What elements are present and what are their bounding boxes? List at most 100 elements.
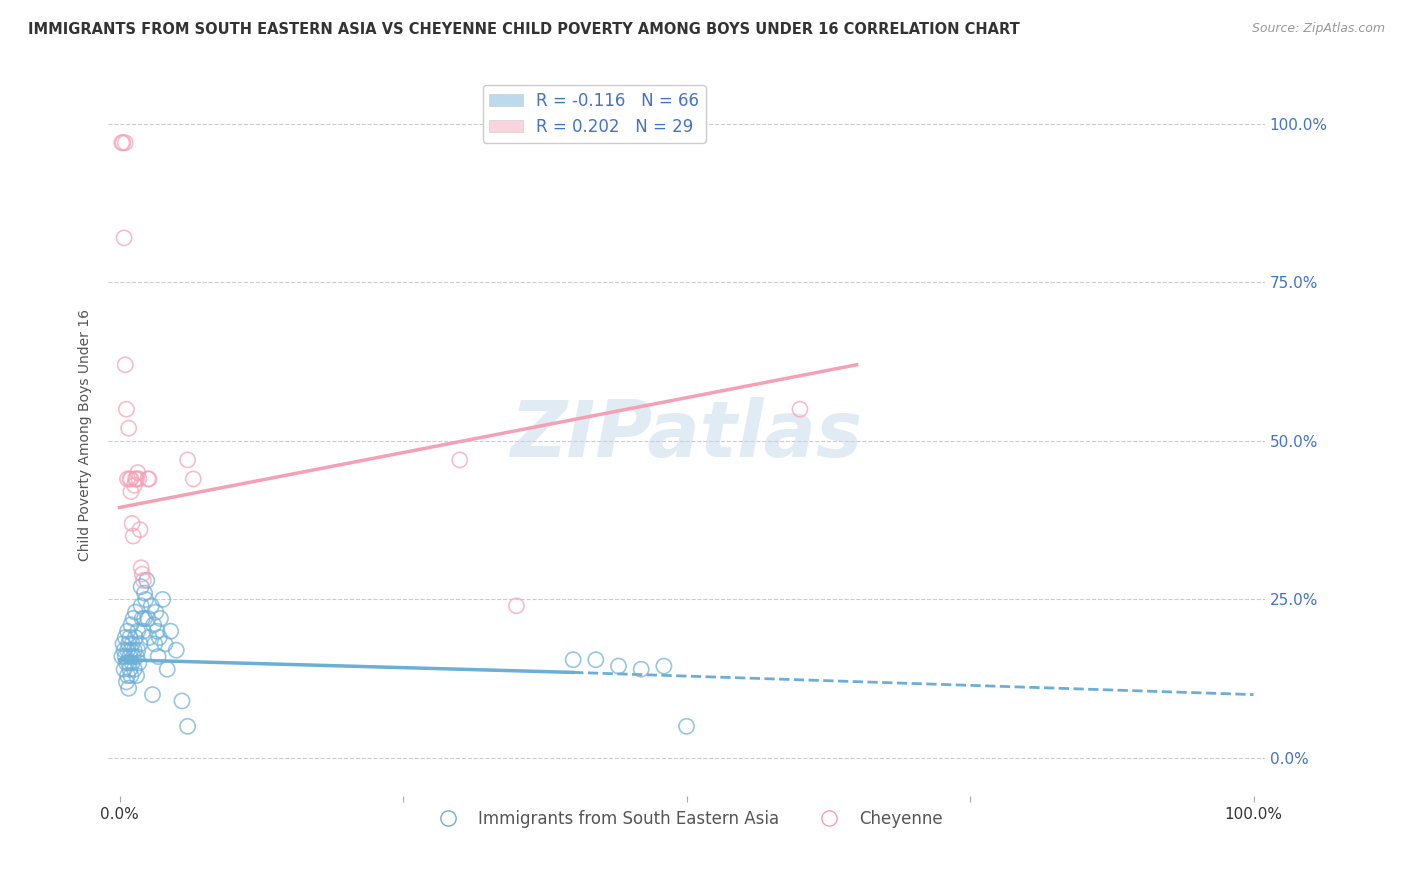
Point — [146, 624, 169, 639]
Y-axis label: Child Poverty Among Boys Under 16: Child Poverty Among Boys Under 16 — [79, 309, 93, 560]
Point — [128, 656, 150, 670]
Point — [114, 136, 136, 150]
Point — [118, 662, 141, 676]
Point — [145, 605, 167, 619]
Point — [114, 631, 136, 645]
Point — [136, 472, 159, 486]
Point — [111, 649, 134, 664]
Point — [124, 631, 146, 645]
Point — [127, 466, 149, 480]
Point — [117, 472, 139, 486]
Point — [129, 637, 152, 651]
Point — [181, 472, 204, 486]
Point — [121, 516, 143, 531]
Point — [132, 624, 155, 639]
Point — [505, 599, 527, 613]
Point — [607, 659, 630, 673]
Point — [128, 472, 150, 486]
Point — [122, 611, 145, 625]
Point — [134, 611, 156, 625]
Point — [141, 599, 163, 613]
Point — [120, 668, 142, 682]
Point — [112, 643, 135, 657]
Point — [138, 631, 160, 645]
Point — [143, 637, 166, 651]
Point — [136, 611, 159, 625]
Point — [120, 643, 142, 657]
Point — [135, 592, 157, 607]
Point — [120, 617, 142, 632]
Point — [115, 674, 138, 689]
Point — [125, 668, 148, 682]
Point — [124, 643, 146, 657]
Point — [125, 472, 148, 486]
Point — [131, 567, 153, 582]
Point — [129, 599, 152, 613]
Point — [129, 580, 152, 594]
Point — [127, 624, 149, 639]
Point — [176, 453, 198, 467]
Point — [115, 656, 138, 670]
Point — [148, 631, 170, 645]
Point — [117, 624, 139, 639]
Point — [789, 402, 811, 417]
Point — [127, 643, 149, 657]
Point — [112, 231, 135, 245]
Point — [630, 662, 652, 676]
Point — [118, 681, 141, 696]
Point — [156, 662, 179, 676]
Point — [118, 631, 141, 645]
Point — [122, 649, 145, 664]
Point — [118, 656, 141, 670]
Point — [124, 605, 146, 619]
Point — [142, 617, 165, 632]
Point — [117, 643, 139, 657]
Point — [122, 529, 145, 543]
Point — [129, 560, 152, 574]
Point — [449, 453, 471, 467]
Point — [124, 472, 146, 486]
Point — [134, 586, 156, 600]
Point — [131, 611, 153, 625]
Point — [135, 574, 157, 588]
Text: ZIPatlas: ZIPatlas — [510, 397, 863, 473]
Point — [124, 662, 146, 676]
Point — [153, 637, 176, 651]
Point — [112, 662, 135, 676]
Point — [111, 637, 134, 651]
Point — [585, 653, 607, 667]
Point — [118, 649, 141, 664]
Point — [170, 694, 193, 708]
Point — [111, 136, 134, 150]
Point — [118, 472, 141, 486]
Point — [117, 668, 139, 682]
Point — [124, 478, 146, 492]
Point — [111, 136, 134, 150]
Legend: Immigrants from South Eastern Asia, Cheyenne: Immigrants from South Eastern Asia, Chey… — [425, 804, 949, 835]
Point — [138, 472, 160, 486]
Point — [118, 421, 141, 435]
Point — [120, 484, 142, 499]
Point — [146, 649, 169, 664]
Point — [121, 637, 143, 651]
Text: IMMIGRANTS FROM SOUTH EASTERN ASIA VS CHEYENNE CHILD POVERTY AMONG BOYS UNDER 16: IMMIGRANTS FROM SOUTH EASTERN ASIA VS CH… — [28, 22, 1019, 37]
Point — [121, 656, 143, 670]
Point — [652, 659, 675, 673]
Point — [114, 649, 136, 664]
Point — [125, 649, 148, 664]
Point — [675, 719, 697, 733]
Point — [120, 472, 142, 486]
Point — [176, 719, 198, 733]
Point — [132, 574, 155, 588]
Point — [159, 624, 181, 639]
Point — [149, 611, 172, 625]
Point — [152, 592, 174, 607]
Text: Source: ZipAtlas.com: Source: ZipAtlas.com — [1251, 22, 1385, 36]
Point — [114, 358, 136, 372]
Point — [118, 637, 141, 651]
Point — [165, 643, 187, 657]
Point — [129, 523, 152, 537]
Point — [115, 402, 138, 417]
Point — [141, 688, 163, 702]
Point — [562, 653, 585, 667]
